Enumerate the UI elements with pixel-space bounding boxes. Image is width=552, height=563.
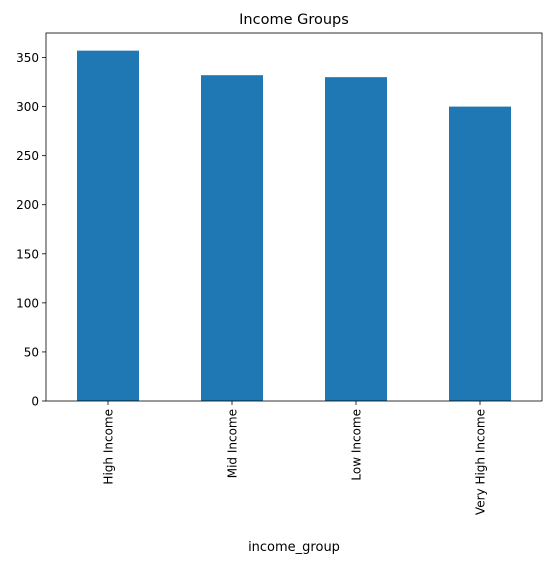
x-axis-label: income_group [248,540,340,555]
x-tick-label: High Income [102,409,116,485]
y-tick-label: 50 [24,345,39,359]
bar-low-income [325,77,387,401]
x-tick-label: Very High Income [474,409,488,515]
plot-frame [45,32,543,402]
chart-title: Income Groups [239,12,349,28]
y-tick-label: 150 [16,247,39,261]
x-tick-label: Mid Income [226,409,240,478]
plot-area: 0 50 100 150 200 250 300 350 High Income Mid Inco… [16,32,543,515]
bar-very-high-income [449,106,511,401]
bar-high-income [77,50,139,401]
x-tick-label: Low Income [350,409,364,481]
y-tick-label: 0 [31,395,39,409]
y-tick-label: 250 [16,149,39,163]
bar-mid-income [201,75,263,401]
y-tick-label: 200 [16,198,39,212]
y-tick-label: 350 [16,51,39,65]
y-tick-label: 100 [16,296,39,310]
y-tick-label: 300 [16,100,39,114]
